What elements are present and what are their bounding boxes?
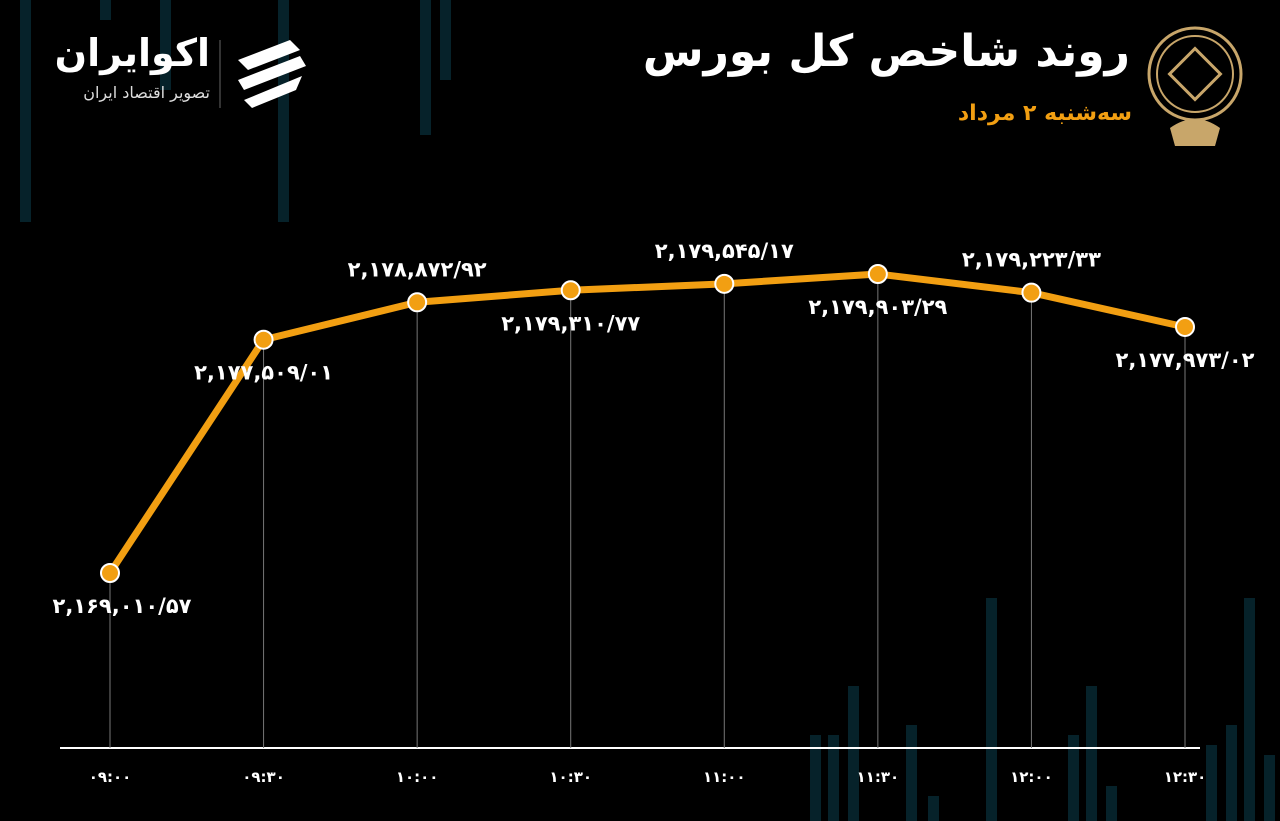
point	[1021, 282, 1042, 303]
point	[407, 292, 428, 313]
x-tick-label: ۱۲:۰۰	[1010, 768, 1053, 786]
point	[100, 563, 120, 583]
point	[560, 280, 581, 301]
point	[867, 264, 888, 284]
x-tick-label: ۱۱:۳۰	[857, 768, 900, 786]
emblem	[1147, 26, 1243, 146]
x-tick-label: ۱۰:۳۰	[549, 768, 592, 786]
data-label: ۲,۱۷۸,۸۷۲/۹۲	[348, 257, 487, 281]
point	[1175, 316, 1195, 337]
data-label: ۲,۱۷۷,۹۷۳/۰۲	[1116, 348, 1255, 372]
data-label: ۲,۱۶۹,۰۱۰/۵۷	[53, 594, 192, 618]
data-label: ۲,۱۷۹,۲۲۳/۳۳	[962, 248, 1101, 272]
data-label: ۲,۱۷۹,۳۱۰/۷۷	[501, 311, 640, 335]
data-label: ۲,۱۷۹,۹۰۳/۲۹	[808, 295, 947, 319]
data-label: ۲,۱۷۷,۵۰۹/۰۱	[194, 361, 333, 385]
chart-subtitle: سه‌شنبه ۲ مرداد	[958, 101, 1132, 126]
point	[714, 273, 735, 294]
brand-tagline: تصویر اقتصاد ایران	[83, 83, 210, 103]
data-label: ۲,۱۷۹,۵۴۵/۱۷	[655, 239, 794, 263]
point	[253, 329, 274, 350]
x-tick-label: ۰۹:۰۰	[89, 768, 132, 786]
x-tick-label: ۱۲:۳۰	[1164, 768, 1207, 786]
x-tick-label: ۰۹:۳۰	[242, 768, 285, 786]
decoration	[20, 0, 1275, 821]
line	[107, 270, 1186, 575]
x-tick-label: ۱۱:۰۰	[703, 768, 746, 786]
brand-name: اکوایران	[55, 31, 210, 75]
x-tick-label: ۱۰:۰۰	[396, 768, 439, 786]
brand-logo	[219, 40, 306, 108]
chart-title: روند شاخص کل بورس	[643, 26, 1130, 77]
